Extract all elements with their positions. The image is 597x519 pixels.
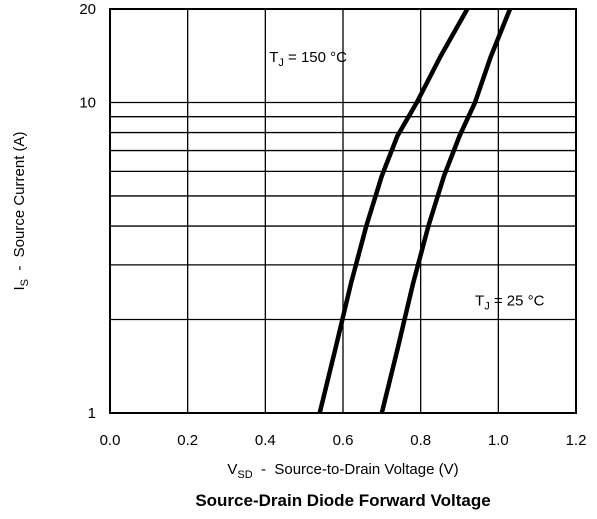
series-label-tj-150c: TJ = 150 °C [269, 49, 347, 69]
plot-frame [109, 8, 577, 414]
y-axis-label: IS - Source Current (A) [11, 131, 31, 290]
x-tick-label: 0.8 [410, 432, 431, 449]
x-tick-labels: 0.0 0.2 0.4 0.6 0.8 1.0 1.2 [100, 432, 587, 449]
y-tick-label: 10 [79, 94, 96, 111]
y-tick-labels: 1 10 20 [79, 1, 96, 422]
x-tick-label: 0.4 [255, 432, 276, 449]
chart-title: Source-Drain Diode Forward Voltage [195, 491, 490, 510]
series-line-tj-25c [379, 8, 513, 414]
x-tick-label: 1.0 [488, 432, 509, 449]
x-tick-label: 0.2 [177, 432, 198, 449]
series-labels: TJ = 150 °C TJ = 25 °C [269, 49, 544, 313]
series-line-tj-150c [317, 7, 470, 414]
x-tick-label: 0.0 [100, 432, 121, 449]
x-tick-label: 1.2 [566, 432, 587, 449]
y-tick-label: 20 [79, 1, 96, 18]
series-label-tj-25c: TJ = 25 °C [475, 293, 545, 313]
x-tick-label: 0.6 [333, 432, 354, 449]
y-tick-label: 1 [88, 405, 96, 422]
series-lines [317, 7, 513, 414]
x-axis-label: VSD - Source-to-Drain Voltage (V) [227, 461, 458, 481]
grid [109, 8, 577, 413]
